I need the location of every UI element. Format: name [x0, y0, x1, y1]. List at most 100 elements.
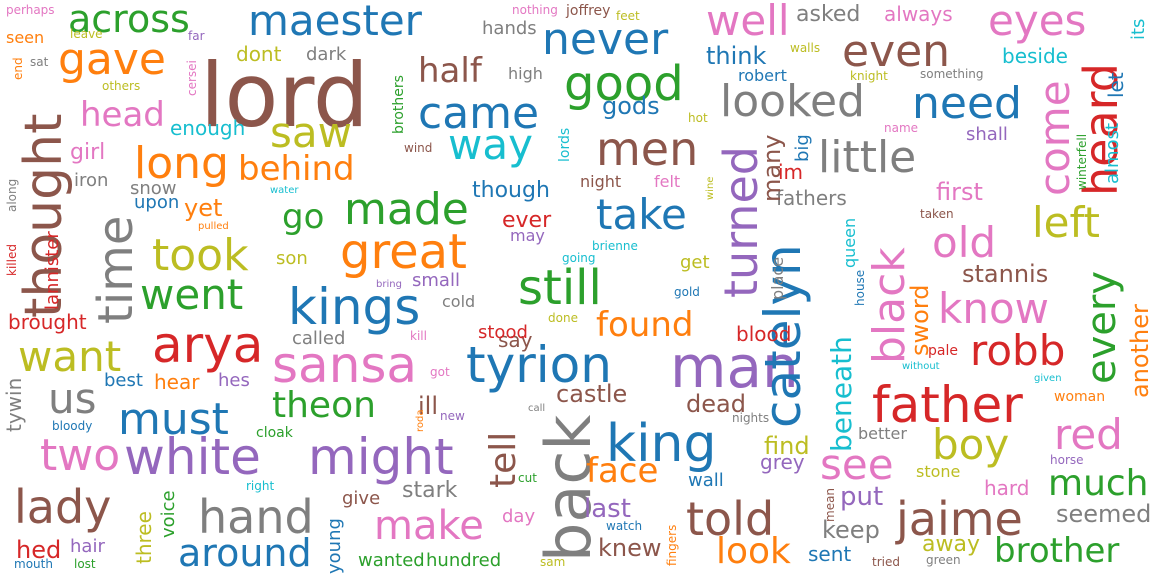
- word-done: done: [548, 311, 578, 325]
- word-first: first: [936, 178, 983, 206]
- word-going: going: [562, 251, 596, 265]
- word-across: across: [68, 0, 190, 41]
- word-face: face: [586, 451, 659, 491]
- word-son: son: [276, 248, 308, 269]
- word-knew: knew: [598, 534, 662, 562]
- word-iron: iron: [74, 170, 109, 191]
- word-great: great: [340, 224, 467, 280]
- word-along: along: [5, 178, 19, 212]
- word-gods: gods: [602, 92, 660, 120]
- word-ill: ill: [418, 392, 439, 420]
- word-nothing: nothing: [512, 3, 558, 17]
- word-find: find: [764, 432, 810, 460]
- word-see: see: [820, 440, 894, 489]
- word-new: new: [440, 409, 465, 423]
- word-called: called: [292, 328, 346, 349]
- word-came: came: [418, 88, 540, 139]
- word-long: long: [134, 138, 229, 189]
- word-its: its: [1128, 18, 1149, 40]
- word-red: red: [1054, 410, 1123, 459]
- word-robb: robb: [970, 326, 1066, 375]
- word-theon: theon: [272, 385, 376, 426]
- word-every: every: [1079, 270, 1125, 384]
- word-men: men: [596, 122, 699, 176]
- word-killed: killed: [5, 244, 19, 276]
- word-place: place: [768, 256, 787, 300]
- word-sam: sam: [540, 555, 566, 569]
- word-must: must: [118, 394, 229, 445]
- word-found: found: [596, 305, 694, 345]
- word-tywin: tywin: [2, 377, 26, 432]
- word-blood: blood: [736, 322, 792, 346]
- word-let: let: [1104, 72, 1128, 98]
- word-father: father: [872, 376, 1023, 434]
- word-girl: girl: [70, 140, 106, 165]
- word-boy: boy: [932, 420, 1010, 469]
- word-cloak: cloak: [256, 425, 293, 441]
- word-eyes: eyes: [988, 0, 1087, 45]
- word-queen: queen: [840, 217, 859, 268]
- word-fathers: fathers: [776, 186, 847, 210]
- word-almost: almost: [1102, 122, 1123, 184]
- word-look: look: [716, 531, 791, 572]
- word-perhaps: perhaps: [6, 3, 55, 17]
- word-last: last: [584, 494, 631, 524]
- word-old: old: [932, 218, 997, 267]
- word-much: much: [1048, 463, 1149, 504]
- word-watch: watch: [606, 519, 643, 533]
- word-white: white: [124, 428, 261, 486]
- word-made: made: [344, 184, 469, 235]
- word-dead: dead: [686, 390, 746, 418]
- word-cersei: cersei: [185, 60, 199, 96]
- word-still: still: [518, 260, 602, 316]
- word-name: name: [884, 121, 919, 135]
- word-enough: enough: [170, 116, 246, 140]
- word-need: need: [912, 78, 1022, 129]
- word-though: though: [472, 178, 550, 203]
- word-robert: robert: [738, 66, 787, 85]
- word-two: two: [40, 430, 121, 481]
- word-gave: gave: [58, 34, 167, 85]
- word-day: day: [502, 506, 536, 527]
- word-might: might: [308, 428, 454, 486]
- word-beneath: beneath: [825, 336, 858, 452]
- word-hair: hair: [70, 536, 105, 557]
- word-sent: sent: [808, 542, 852, 566]
- word-head: head: [80, 95, 165, 135]
- word-hundred: hundred: [426, 550, 502, 571]
- word-something: something: [920, 67, 984, 81]
- word-snow: snow: [130, 178, 177, 199]
- word-kill: kill: [410, 329, 427, 343]
- word-brother: brother: [994, 531, 1120, 571]
- word-cut: cut: [518, 471, 537, 485]
- word-lord: lord: [200, 44, 369, 147]
- word-well: well: [706, 0, 790, 45]
- word-kings: kings: [288, 278, 421, 336]
- word-looked: looked: [720, 76, 865, 127]
- word-ever: ever: [502, 208, 552, 233]
- word-grey: grey: [760, 450, 805, 474]
- word-half: half: [418, 51, 482, 91]
- word-away: away: [922, 532, 980, 557]
- word-hes: hes: [218, 370, 250, 391]
- word-three: three: [132, 511, 156, 564]
- word-asked: asked: [796, 2, 861, 27]
- word-come: come: [1030, 80, 1079, 196]
- word-tried: tried: [872, 555, 900, 569]
- word-wall: wall: [688, 470, 724, 491]
- word-feet: feet: [616, 9, 640, 23]
- word-even: even: [842, 26, 951, 77]
- word-lost: lost: [74, 557, 96, 571]
- word-man: man: [670, 333, 799, 401]
- word-lannister: lannister: [42, 231, 63, 310]
- word-end: end: [11, 57, 25, 80]
- word-bring: bring: [376, 279, 402, 290]
- word-brothers: brothers: [391, 75, 407, 134]
- word-big: big: [792, 134, 813, 162]
- word-brienne: brienne: [592, 239, 638, 253]
- word-young: young: [324, 518, 345, 574]
- word-without: without: [902, 361, 940, 372]
- word-woman: woman: [1054, 389, 1106, 405]
- word-sansa: sansa: [272, 336, 418, 394]
